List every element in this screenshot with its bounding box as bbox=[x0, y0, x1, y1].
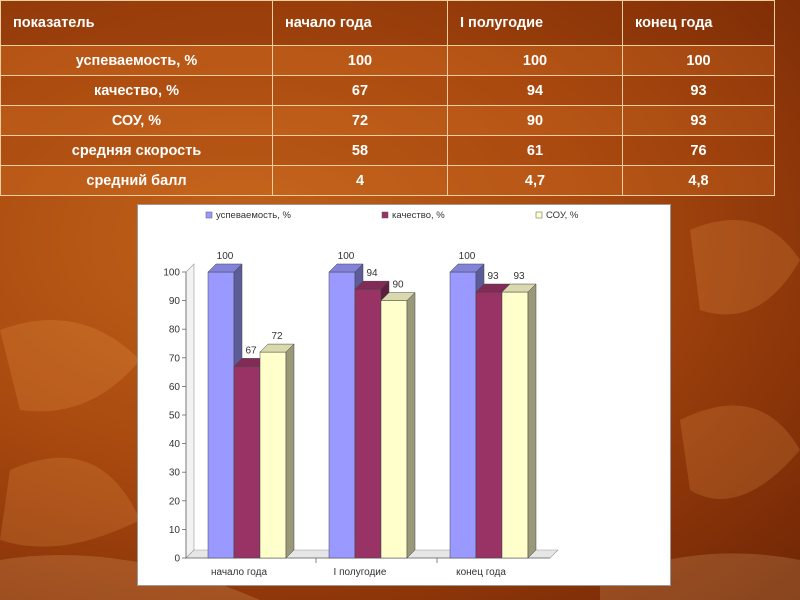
data-label: 94 bbox=[366, 268, 378, 279]
cell-value: 4 bbox=[272, 165, 448, 196]
table-row: СОУ, % 72 90 93 bbox=[0, 105, 775, 136]
bar bbox=[354, 288, 382, 559]
bar-chart: успеваемость, % качество, % СОУ, % 0 10 20 30 4… bbox=[163, 210, 579, 578]
bar bbox=[233, 366, 261, 559]
bar-chart-panel: успеваемость, % качество, % СОУ, % 0 10 20 30 4… bbox=[137, 204, 671, 586]
y-tick-label: 100 bbox=[163, 268, 180, 279]
indicators-table: показатель начало года I полугодие конец… bbox=[0, 0, 775, 196]
cell-value: 4,7 bbox=[447, 165, 623, 196]
cell-value: 67 bbox=[272, 75, 448, 106]
side-wall bbox=[185, 263, 195, 559]
y-tick-label: 80 bbox=[169, 325, 181, 336]
cell-value: 72 bbox=[272, 105, 448, 136]
header-first-half: I полугодие bbox=[447, 0, 623, 46]
cell-value: 100 bbox=[622, 45, 775, 76]
cell-value: 58 bbox=[272, 135, 448, 166]
row-label: успеваемость, % bbox=[0, 45, 273, 76]
cell-value: 90 bbox=[447, 105, 623, 136]
cell-value: 61 bbox=[447, 135, 623, 166]
row-label: качество, % bbox=[0, 75, 273, 106]
legend-label: качество, % bbox=[392, 210, 445, 221]
y-tick-label: 70 bbox=[169, 353, 181, 364]
y-tick-label: 40 bbox=[169, 439, 181, 450]
header-indicator: показатель bbox=[0, 0, 273, 46]
y-tick-label: 20 bbox=[169, 496, 181, 507]
data-label: 100 bbox=[338, 251, 355, 262]
header-end-of-year: конец года bbox=[622, 0, 775, 46]
bar bbox=[475, 291, 503, 559]
legend-swatch bbox=[205, 211, 213, 219]
table-header-row: показатель начало года I полугодие конец… bbox=[0, 0, 775, 46]
data-label: 90 bbox=[392, 280, 404, 291]
y-tick-label: 10 bbox=[169, 525, 181, 536]
bar bbox=[259, 351, 287, 559]
legend-swatch bbox=[535, 211, 543, 219]
y-tick-label: 60 bbox=[169, 382, 181, 393]
row-label: СОУ, % bbox=[0, 105, 273, 136]
cell-value: 93 bbox=[622, 105, 775, 136]
data-label: 67 bbox=[245, 345, 257, 356]
data-label: 93 bbox=[513, 271, 525, 282]
legend-swatch bbox=[381, 211, 389, 219]
cell-value: 94 bbox=[447, 75, 623, 106]
y-tick-label: 50 bbox=[169, 411, 181, 422]
table-row: средний балл 4 4,7 4,8 bbox=[0, 165, 775, 196]
row-label: средний балл bbox=[0, 165, 273, 196]
bar-side bbox=[527, 283, 537, 559]
y-tick-label: 0 bbox=[174, 554, 180, 565]
row-label: средняя скорость bbox=[0, 135, 273, 166]
cell-value: 4,8 bbox=[622, 165, 775, 196]
data-label: 100 bbox=[217, 251, 234, 262]
bar bbox=[380, 300, 408, 559]
legend-label: успеваемость, % bbox=[216, 210, 291, 221]
y-tick-label: 90 bbox=[169, 296, 181, 307]
x-tick-label: начало года bbox=[211, 567, 268, 578]
table-row: средняя скорость 58 61 76 bbox=[0, 135, 775, 166]
cell-value: 100 bbox=[272, 45, 448, 76]
table-row: успеваемость, % 100 100 100 bbox=[0, 45, 775, 76]
x-tick-label: конец года bbox=[456, 567, 506, 578]
bar bbox=[449, 271, 477, 559]
cell-value: 76 bbox=[622, 135, 775, 166]
legend-label: СОУ, % bbox=[546, 210, 579, 221]
data-label: 93 bbox=[487, 271, 499, 282]
data-label: 100 bbox=[459, 251, 476, 262]
cell-value: 93 bbox=[622, 75, 775, 106]
bar bbox=[328, 271, 356, 559]
bar bbox=[207, 271, 235, 559]
cell-value: 100 bbox=[447, 45, 623, 76]
bar bbox=[501, 291, 529, 559]
bar-side bbox=[285, 343, 295, 559]
bar-side bbox=[406, 291, 416, 559]
header-start-of-year: начало года bbox=[272, 0, 448, 46]
table-row: качество, % 67 94 93 bbox=[0, 75, 775, 106]
x-tick-label: I полугодие bbox=[334, 567, 387, 578]
data-label: 72 bbox=[271, 331, 283, 342]
y-tick-label: 30 bbox=[169, 468, 181, 479]
